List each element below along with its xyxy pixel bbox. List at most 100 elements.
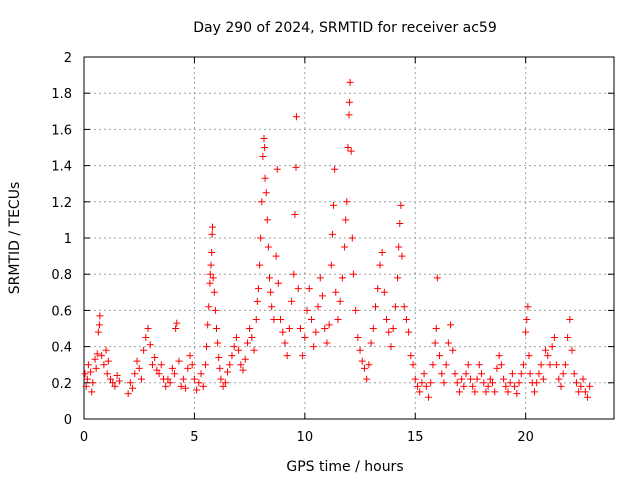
data-point xyxy=(111,382,119,390)
data-point xyxy=(380,288,388,296)
data-point xyxy=(252,315,260,323)
data-point xyxy=(307,315,315,323)
data-point xyxy=(260,134,268,142)
data-point xyxy=(484,382,492,390)
data-point xyxy=(480,379,488,387)
data-point xyxy=(301,334,309,342)
data-point xyxy=(142,334,150,342)
data-point xyxy=(162,382,170,390)
x-tick-label: 5 xyxy=(190,430,198,445)
data-point xyxy=(140,346,148,354)
data-point xyxy=(243,339,251,347)
data-point xyxy=(433,274,441,282)
data-point xyxy=(81,370,89,378)
data-point xyxy=(473,375,481,383)
plot-area-frame xyxy=(83,56,615,420)
data-point xyxy=(210,288,218,296)
y-tick-label: 0 xyxy=(64,413,72,428)
data-point xyxy=(400,303,408,311)
data-point xyxy=(440,379,448,387)
data-point xyxy=(299,352,307,360)
y-tick-label: 1.2 xyxy=(51,196,72,211)
data-point xyxy=(126,379,134,387)
data-point xyxy=(495,352,503,360)
data-point xyxy=(557,382,565,390)
data-point xyxy=(464,361,472,369)
data-point xyxy=(411,375,419,383)
data-point xyxy=(544,352,552,360)
x-axis-label: GPS time / hours xyxy=(286,459,403,475)
data-point xyxy=(241,355,249,363)
data-point xyxy=(462,370,470,378)
x-tick-labels: 0 5 10 15 20 xyxy=(80,430,534,445)
data-point xyxy=(383,315,391,323)
data-point xyxy=(137,375,145,383)
data-point xyxy=(216,364,224,372)
data-point xyxy=(253,297,261,305)
data-point xyxy=(273,165,281,173)
data-point xyxy=(416,388,424,396)
data-point xyxy=(535,370,543,378)
data-point xyxy=(489,379,497,387)
data-point xyxy=(250,346,258,354)
data-point xyxy=(354,334,362,342)
data-point xyxy=(173,319,181,327)
data-point xyxy=(135,364,143,372)
data-point xyxy=(109,379,117,387)
data-point xyxy=(254,285,262,293)
data-point xyxy=(259,153,267,161)
data-point xyxy=(436,352,444,360)
data-point xyxy=(550,334,558,342)
data-point xyxy=(458,375,466,383)
chart-title: Day 290 of 2024, SRMTID for receiver ac5… xyxy=(193,20,497,36)
data-point xyxy=(205,303,213,311)
data-point xyxy=(272,252,280,260)
data-point xyxy=(93,350,101,358)
data-point xyxy=(396,220,404,228)
data-point xyxy=(82,382,90,390)
data-point xyxy=(131,370,139,378)
data-point xyxy=(572,379,580,387)
data-point xyxy=(347,147,355,155)
data-point xyxy=(164,375,172,383)
data-point xyxy=(526,370,534,378)
data-point xyxy=(195,379,203,387)
data-point xyxy=(274,279,282,287)
data-point xyxy=(519,361,527,369)
data-point xyxy=(91,355,99,363)
data-point xyxy=(442,361,450,369)
y-tick-labels: 0 0.2 0.4 0.6 0.8 1 1.2 1.4 1.6 1.8 2 xyxy=(51,51,72,428)
data-point xyxy=(553,361,561,369)
data-point xyxy=(522,328,530,336)
data-point xyxy=(144,325,152,332)
data-point xyxy=(193,386,201,394)
y-tick-label: 1.8 xyxy=(51,87,72,102)
data-point xyxy=(270,315,278,323)
y-tick-label: 2 xyxy=(64,51,72,66)
y-tick-label: 1.4 xyxy=(51,160,72,175)
data-point xyxy=(405,328,413,336)
data-point xyxy=(533,379,541,387)
data-point xyxy=(206,279,214,287)
data-point xyxy=(228,352,236,360)
y-tick-label: 0.4 xyxy=(51,341,72,356)
data-point xyxy=(449,346,457,354)
grid-lines xyxy=(84,57,614,419)
data-point xyxy=(83,375,91,383)
data-point xyxy=(292,163,300,171)
data-point xyxy=(248,334,256,342)
data-point xyxy=(397,201,405,209)
data-point xyxy=(332,288,340,296)
data-point xyxy=(310,343,318,351)
data-point xyxy=(555,375,563,383)
data-point xyxy=(374,285,382,293)
data-point xyxy=(500,375,508,383)
data-point xyxy=(570,370,578,378)
data-point xyxy=(232,334,240,342)
data-point xyxy=(94,328,102,336)
data-point xyxy=(395,243,403,251)
data-point xyxy=(352,306,360,314)
data-point xyxy=(224,368,232,376)
data-point xyxy=(586,382,594,390)
data-point xyxy=(258,198,266,206)
